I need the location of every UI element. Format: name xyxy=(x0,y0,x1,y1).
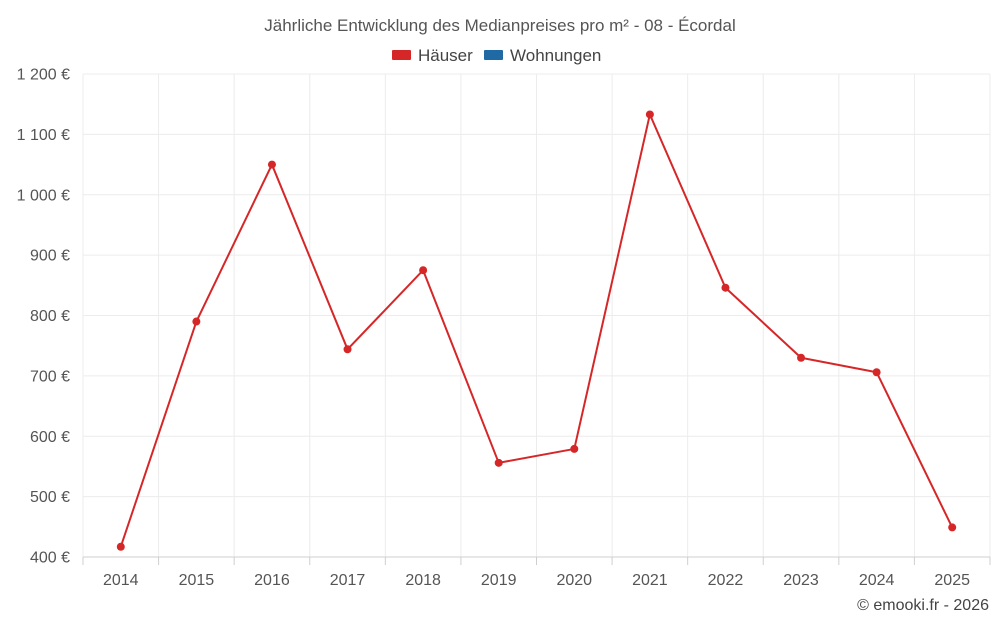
legend-swatch-haeuser xyxy=(392,50,411,60)
data-point[interactable] xyxy=(721,283,730,292)
legend-label-wohnungen: Wohnungen xyxy=(510,46,601,65)
data-point[interactable] xyxy=(872,368,881,377)
data-point[interactable] xyxy=(645,110,654,119)
y-tick-label: 500 € xyxy=(30,489,70,506)
x-tick-label: 2024 xyxy=(859,572,895,589)
x-tick-label: 2019 xyxy=(481,572,517,589)
x-tick-label: 2018 xyxy=(405,572,441,589)
y-tick-label: 600 € xyxy=(30,429,70,446)
legend: Häuser Wohnungen xyxy=(392,46,601,65)
data-point[interactable] xyxy=(570,444,579,453)
data-point[interactable] xyxy=(419,266,428,275)
x-axis: 2014 2015 2016 2017 2018 2019 2020 2021 2022 2023… xyxy=(82,556,991,589)
y-axis: 400 € 500 € 600 € 700 € 800 € 900 € 1 000 € 1 1… xyxy=(17,67,70,567)
data-point[interactable] xyxy=(343,345,352,354)
x-tick-label: 2020 xyxy=(556,572,592,589)
data-point[interactable] xyxy=(494,458,503,467)
gridlines xyxy=(82,73,991,557)
y-tick-label: 1 100 € xyxy=(17,127,70,144)
y-tick-label: 700 € xyxy=(30,368,70,385)
x-tick-label: 2014 xyxy=(103,572,139,589)
y-tick-label: 900 € xyxy=(30,248,70,265)
y-tick-label: 400 € xyxy=(30,550,70,567)
data-point[interactable] xyxy=(116,542,125,551)
x-tick-label: 2023 xyxy=(783,572,819,589)
legend-swatch-wohnungen xyxy=(484,50,503,60)
y-tick-label: 800 € xyxy=(30,308,70,325)
y-tick-label: 1 200 € xyxy=(17,67,70,84)
x-tick-label: 2017 xyxy=(330,572,366,589)
series-line-0 xyxy=(119,113,954,548)
legend-label-haeuser: Häuser xyxy=(418,46,473,65)
x-tick-label: 2016 xyxy=(254,572,290,589)
x-tick-label: 2025 xyxy=(934,572,970,589)
legend-item-haeuser[interactable]: Häuser xyxy=(392,46,473,65)
y-tick-label: 1 000 € xyxy=(17,187,70,204)
credit-text: © emooki.fr - 2026 xyxy=(857,597,989,614)
data-point[interactable] xyxy=(797,353,806,362)
plot-area xyxy=(116,110,957,551)
x-tick-label: 2021 xyxy=(632,572,668,589)
chart-title: Jährliche Entwicklung des Medianpreises … xyxy=(264,16,735,35)
legend-item-wohnungen[interactable]: Wohnungen xyxy=(484,46,601,65)
data-point[interactable] xyxy=(267,160,276,169)
x-tick-label: 2022 xyxy=(708,572,744,589)
x-tick-label: 2015 xyxy=(179,572,215,589)
data-point[interactable] xyxy=(192,317,201,326)
data-point[interactable] xyxy=(948,523,957,532)
